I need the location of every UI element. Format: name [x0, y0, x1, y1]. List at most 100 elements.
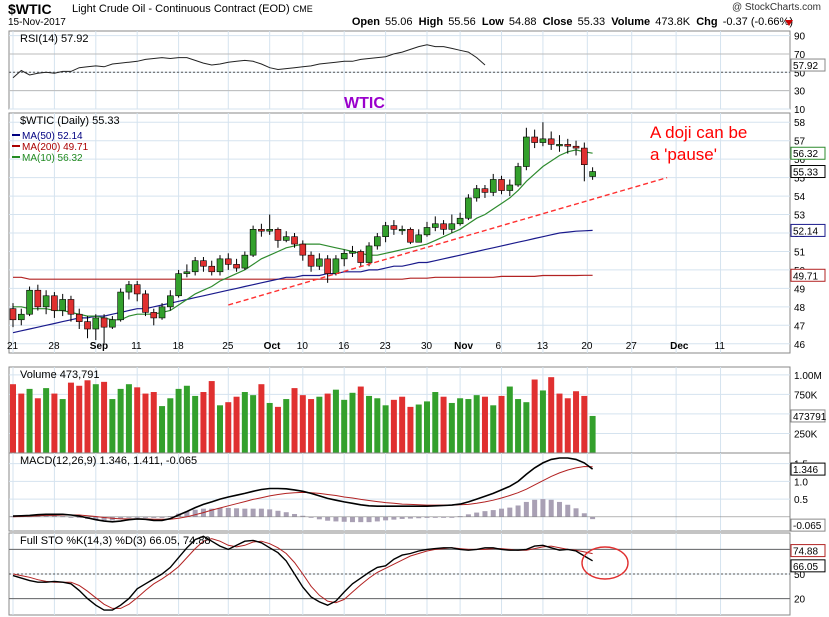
price-tick-label: 48 — [794, 303, 806, 314]
rsi-line — [12, 44, 486, 79]
candle-body — [506, 184, 514, 191]
chart-date: 15-Nov-2017 — [8, 17, 66, 28]
legend-entry: MA(10) 56.32 — [22, 153, 83, 164]
volume-bar — [332, 389, 339, 453]
macd-histogram-bar — [151, 516, 157, 518]
volume-bar — [225, 402, 232, 453]
macd-histogram-bar — [68, 516, 74, 518]
volume-tag-box — [790, 409, 826, 423]
macd-tick-label: 1.0 — [794, 477, 808, 488]
x-axis-label: Dec — [670, 341, 689, 352]
legend-entry: MA(50) 52.14 — [22, 131, 83, 142]
volume-bar — [382, 405, 389, 453]
candle-body — [465, 197, 472, 219]
price-tick-label: 54 — [794, 192, 806, 203]
ohlc-quote: Open 55.06 High 55.56 Low 54.88 Close 55… — [351, 16, 793, 28]
x-axis-label: Sep — [90, 341, 108, 352]
macd-histogram-bar — [374, 516, 380, 522]
volume-bar — [349, 392, 356, 453]
price-tick-label: 55 — [794, 174, 806, 185]
candle-body — [142, 293, 149, 313]
symbol-label: $WTIC — [8, 1, 52, 17]
candle-body — [67, 299, 75, 315]
rsi-tick-label: 90 — [794, 32, 806, 43]
ma200-line — [13, 274, 593, 280]
macd-histogram-bar — [465, 514, 471, 517]
x-axis-label: 11 — [131, 341, 142, 352]
macd-histogram-bar — [142, 516, 148, 518]
wtic-annotation: WTIC — [344, 95, 385, 112]
price-tick-label: 46 — [794, 340, 806, 351]
volume-title: Volume 473,791 — [20, 369, 100, 381]
down-arrow-icon — [785, 20, 793, 26]
candle-body — [274, 229, 282, 241]
volume-bar — [192, 395, 199, 453]
price-tick-label: 57 — [794, 137, 806, 148]
macd-histogram-bar — [101, 516, 107, 521]
candle-body — [440, 223, 447, 230]
rsi-title: RSI(14) 57.92 — [20, 33, 88, 45]
volume-bar — [283, 399, 290, 453]
candle-body — [407, 229, 414, 243]
x-axis-label: 16 — [338, 341, 350, 352]
candle-body — [390, 225, 398, 230]
macd-histogram-bar — [250, 508, 256, 517]
candle-body — [175, 273, 182, 297]
candle-body — [200, 260, 207, 267]
macd-histogram-bar — [333, 516, 339, 522]
candle-body — [125, 284, 133, 293]
ma10-tag-box — [790, 146, 826, 160]
candle-body — [374, 236, 381, 247]
sto-tick-label: 50 — [794, 570, 806, 581]
candle-body — [307, 254, 315, 267]
volume-bar — [117, 388, 124, 453]
macd-tag: 1.346 — [793, 465, 818, 476]
candle-body — [448, 223, 456, 230]
candle-body — [258, 229, 265, 232]
volume-bar — [167, 398, 174, 453]
macd-histogram-bar — [325, 516, 331, 521]
rsi-tick-label: 30 — [794, 87, 806, 98]
volume-bar — [59, 399, 66, 453]
macd-histogram-bar — [258, 508, 264, 517]
candle-body — [382, 225, 389, 237]
candle-body — [117, 291, 124, 321]
macd-histogram-bar — [424, 516, 430, 518]
volume-bar — [440, 396, 447, 453]
volume-bar — [76, 385, 83, 453]
candle-body — [423, 227, 431, 236]
volume-bar — [589, 415, 596, 453]
macd-tick-label: 0.5 — [794, 495, 808, 506]
volume-bar — [324, 393, 331, 453]
candle-body — [51, 295, 58, 311]
volume-bar — [51, 393, 58, 453]
macd-histogram-bar — [590, 516, 596, 520]
macd-histogram-bar — [308, 516, 314, 518]
price-title: $WTIC (Daily) 55.33 — [20, 115, 120, 127]
candle-body — [100, 317, 108, 328]
volume-bar — [134, 387, 141, 453]
rsi-tag: 57.92 — [793, 61, 818, 72]
volume-bar — [498, 395, 505, 453]
macd-histogram-bar — [523, 501, 529, 517]
macd-histogram-bar — [383, 516, 389, 521]
macd-histogram-bar — [275, 510, 281, 517]
price-tick-label: 58 — [794, 118, 806, 129]
volume-bar — [109, 399, 116, 453]
macd-histogram-bar — [581, 513, 587, 517]
macd-histogram-bar — [134, 516, 140, 518]
x-axis-label: Nov — [454, 341, 473, 352]
candle-body — [158, 306, 166, 319]
candle-body — [233, 264, 240, 269]
candle-body — [556, 144, 563, 147]
candle-body — [34, 289, 42, 308]
volume-bar — [465, 399, 472, 453]
candle-body — [42, 295, 50, 308]
macd-histogram-bar — [432, 516, 438, 518]
macd-histogram-bar — [43, 515, 49, 517]
macd-histogram-bar — [234, 508, 240, 517]
volume-bar — [233, 396, 240, 453]
candle-body — [75, 313, 83, 322]
